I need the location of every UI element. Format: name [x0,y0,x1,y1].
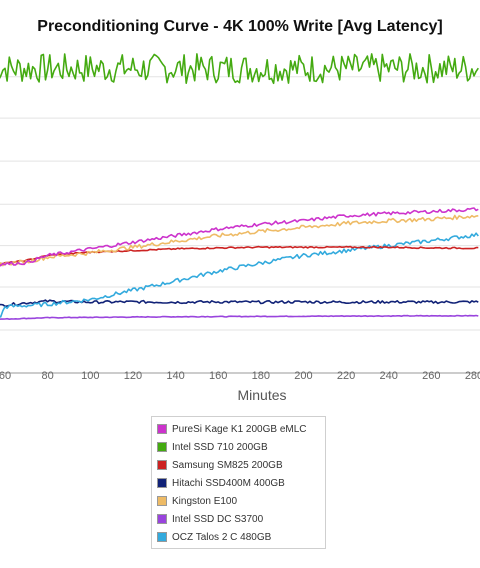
legend-swatch [157,532,167,542]
x-tick-260: 260 [422,370,440,382]
legend-item: Samsung SM825 200GB [152,456,325,474]
series-line-samsung-sm825-200gb [0,245,479,265]
series-line-puresi-kage-k1-200gb-emlc [0,207,479,267]
series-line-intel-ssd-710-200gb [0,53,479,85]
legend-item: PureSi Kage K1 200GB eMLC [152,420,325,438]
legend-item: Intel SSD DC S3700 [152,510,325,528]
x-tick-120: 120 [124,370,142,382]
legend-item: Kingston E100 [152,492,325,510]
legend-item: Hitachi SSD400M 400GB [152,474,325,492]
x-tick-180: 180 [252,370,270,382]
x-tick-280: 280 [465,370,480,382]
legend: PureSi Kage K1 200GB eMLC Intel SSD 710 2… [151,416,326,549]
series-line-intel-ssd-dc-s3700 [0,314,479,320]
grid-lines [0,76,480,331]
legend-swatch [157,460,167,470]
x-tick-140: 140 [166,370,184,382]
legend-label: Intel SSD 710 200GB [172,441,268,453]
x-tick-220: 220 [337,370,355,382]
legend-label: Hitachi SSD400M 400GB [172,477,285,489]
x-tick-labels: 60 80 100 120 140 160 180 200 220 240 260 280 [0,370,480,382]
legend-label: OCZ Talos 2 C 480GB [172,531,272,543]
x-tick-80: 80 [42,370,54,382]
x-tick-240: 240 [380,370,398,382]
x-axis-title: Minutes [237,387,286,403]
legend-swatch [157,478,167,488]
legend-label: Samsung SM825 200GB [172,459,283,471]
x-tick-200: 200 [294,370,312,382]
series-group [0,53,479,320]
legend-label: Kingston E100 [172,495,238,507]
series-line-hitachi-ssd400m-400gb [0,299,479,308]
legend-swatch [157,442,167,452]
legend-item: OCZ Talos 2 C 480GB [152,528,325,546]
legend-label: PureSi Kage K1 200GB eMLC [172,423,307,435]
x-tick-160: 160 [209,370,227,382]
legend-swatch [157,514,167,524]
chart-title: Preconditioning Curve - 4K 100% Write [A… [37,18,443,35]
series-line-ocz-talos-2-c-480gb [0,232,479,318]
legend-swatch [157,424,167,434]
legend-swatch [157,496,167,506]
x-tick-100: 100 [81,370,99,382]
legend-label: Intel SSD DC S3700 [172,513,264,525]
series-line-kingston-e100 [0,214,479,267]
legend-item: Intel SSD 710 200GB [152,438,325,456]
x-tick-60: 60 [0,370,11,382]
